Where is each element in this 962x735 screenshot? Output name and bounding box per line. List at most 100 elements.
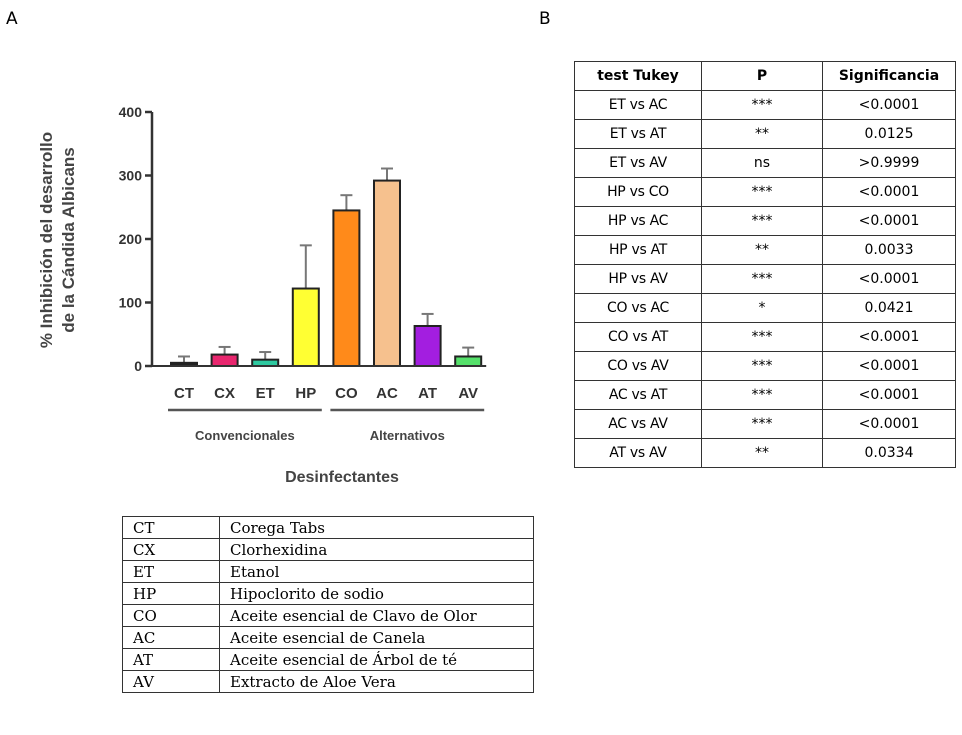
tukey-comparison-cell: HP vs AV: [574, 264, 702, 294]
group-label: Convencionales: [195, 428, 295, 443]
abbreviation-code-cell: AV: [122, 670, 220, 693]
tukey-significance-cell: 0.0033: [822, 235, 956, 265]
abbreviation-desc-cell: Aceite esencial de Clavo de Olor: [219, 604, 534, 627]
tukey-row: HP vs CO *** <0.0001: [574, 177, 956, 207]
bar: [413, 324, 442, 367]
tukey-row: HP vs AV *** <0.0001: [574, 264, 956, 294]
abbreviation-row: AT Aceite esencial de Árbol de té: [122, 648, 534, 671]
x-tick-label: AC: [376, 385, 398, 402]
abbreviation-code-cell: ET: [122, 560, 220, 583]
tukey-row: AC vs AT *** <0.0001: [574, 380, 956, 410]
y-tick-label: 100: [119, 295, 143, 311]
bar: [373, 179, 401, 367]
abbreviation-desc-cell: Clorhexidina: [219, 538, 534, 561]
abbreviation-desc-cell: Hipoclorito de sodio: [219, 582, 534, 605]
tukey-comparison-cell: AC vs AV: [574, 409, 702, 439]
tukey-comparison-cell: CO vs AT: [574, 322, 702, 352]
abbreviation-row: CX Clorhexidina: [122, 538, 534, 561]
tukey-significance-cell: 0.0125: [822, 119, 956, 149]
tukey-p-cell: ***: [701, 206, 823, 236]
tukey-comparison-cell: CO vs AV: [574, 351, 702, 381]
tukey-row: CO vs AC * 0.0421: [574, 293, 956, 323]
tukey-p-cell: ***: [701, 264, 823, 294]
tukey-p-cell: ***: [701, 409, 823, 439]
tukey-comparison-cell: HP vs AT: [574, 235, 702, 265]
tukey-p-cell: ***: [701, 177, 823, 207]
tukey-significance-cell: <0.0001: [822, 177, 956, 207]
tukey-comparison-cell: HP vs CO: [574, 177, 702, 207]
tukey-p-cell: **: [701, 438, 823, 468]
y-tick-label: 0: [134, 358, 142, 374]
tukey-significance-cell: <0.0001: [822, 206, 956, 236]
tukey-comparison-cell: HP vs AC: [574, 206, 702, 236]
abbreviation-desc-cell: Corega Tabs: [219, 516, 534, 539]
abbreviation-code-cell: HP: [122, 582, 220, 605]
x-axis-title: Desinfectantes: [285, 469, 399, 486]
x-tick-label: CO: [335, 385, 358, 402]
x-tick-label: CX: [214, 385, 235, 402]
tukey-p-cell: ***: [701, 90, 823, 120]
bar: [332, 209, 361, 367]
tukey-p-cell: ns: [701, 148, 823, 178]
tukey-p-cell: ***: [701, 351, 823, 381]
panel-label-b: B: [539, 9, 551, 29]
panel-label-a: A: [6, 9, 18, 29]
y-tick-label: 200: [119, 231, 143, 247]
tukey-row: HP vs AC *** <0.0001: [574, 206, 956, 236]
y-tick-label: 400: [119, 104, 143, 120]
abbreviation-row: AV Extracto de Aloe Vera: [122, 670, 534, 693]
tukey-row: ET vs AT ** 0.0125: [574, 119, 956, 149]
tukey-p-cell: **: [701, 119, 823, 149]
abbreviation-desc-cell: Etanol: [219, 560, 534, 583]
abbreviation-row: HP Hipoclorito de sodio: [122, 582, 534, 605]
group-label: Alternativos: [370, 428, 445, 443]
abbreviation-code-cell: CO: [122, 604, 220, 627]
abbreviation-row: ET Etanol: [122, 560, 534, 583]
tukey-row: ET vs AV ns >0.9999: [574, 148, 956, 178]
y-axis-title-line-1: % Inhibición del desarrollo: [37, 132, 56, 348]
abbreviation-desc-cell: Extracto de Aloe Vera: [219, 670, 534, 693]
tukey-row: HP vs AT ** 0.0033: [574, 235, 956, 265]
tukey-significance-cell: <0.0001: [822, 409, 956, 439]
tukey-header-p: P: [701, 61, 823, 91]
tukey-header-comparison: test Tukey: [574, 61, 702, 91]
tukey-row: CO vs AV *** <0.0001: [574, 351, 956, 381]
x-tick-label: AT: [418, 385, 437, 402]
tukey-row: AT vs AV ** 0.0334: [574, 438, 956, 468]
tukey-p-cell: **: [701, 235, 823, 265]
x-tick-label: ET: [256, 385, 275, 402]
tukey-table: test Tukey P Significancia ET vs AC *** <0…: [574, 61, 956, 468]
bar: [454, 355, 483, 368]
abbreviation-table: CT Corega Tabs CX Clorhexidina ET Etanol HP Hip…: [122, 516, 534, 693]
tukey-significance-cell: <0.0001: [822, 351, 956, 381]
y-axis-title-line-2: de la Cándida Albicans: [59, 147, 78, 332]
x-tick-label: HP: [295, 385, 316, 402]
tukey-comparison-cell: AT vs AV: [574, 438, 702, 468]
tukey-row: CO vs AT *** <0.0001: [574, 322, 956, 352]
tukey-row: AC vs AV *** <0.0001: [574, 409, 956, 439]
tukey-comparison-cell: ET vs AV: [574, 148, 702, 178]
y-tick-label: 300: [119, 168, 143, 184]
tukey-significance-cell: 0.0334: [822, 438, 956, 468]
abbreviation-code-cell: CT: [122, 516, 220, 539]
tukey-significance-cell: <0.0001: [822, 90, 956, 120]
tukey-header-significance: Significancia: [822, 61, 956, 91]
abbreviation-code-cell: AC: [122, 626, 220, 649]
tukey-header-row: test Tukey P Significancia: [574, 61, 956, 91]
x-tick-label: CT: [174, 385, 194, 402]
tukey-significance-cell: >0.9999: [822, 148, 956, 178]
tukey-p-cell: ***: [701, 380, 823, 410]
bar: [210, 353, 239, 368]
tukey-significance-cell: <0.0001: [822, 264, 956, 294]
abbreviation-code-cell: CX: [122, 538, 220, 561]
abbreviation-desc-cell: Aceite esencial de Árbol de té: [219, 648, 534, 671]
bar-chart: 0 100 200 300 400 % Inhibición del desarrollo…: [37, 104, 487, 486]
tukey-p-cell: *: [701, 293, 823, 323]
tukey-p-cell: ***: [701, 322, 823, 352]
abbreviation-code-cell: AT: [122, 648, 220, 671]
abbreviation-desc-cell: Aceite esencial de Canela: [219, 626, 534, 649]
abbreviation-row: CT Corega Tabs: [122, 516, 534, 539]
tukey-comparison-cell: CO vs AC: [574, 293, 702, 323]
abbreviation-row: CO Aceite esencial de Clavo de Olor: [122, 604, 534, 627]
tukey-comparison-cell: ET vs AT: [574, 119, 702, 149]
